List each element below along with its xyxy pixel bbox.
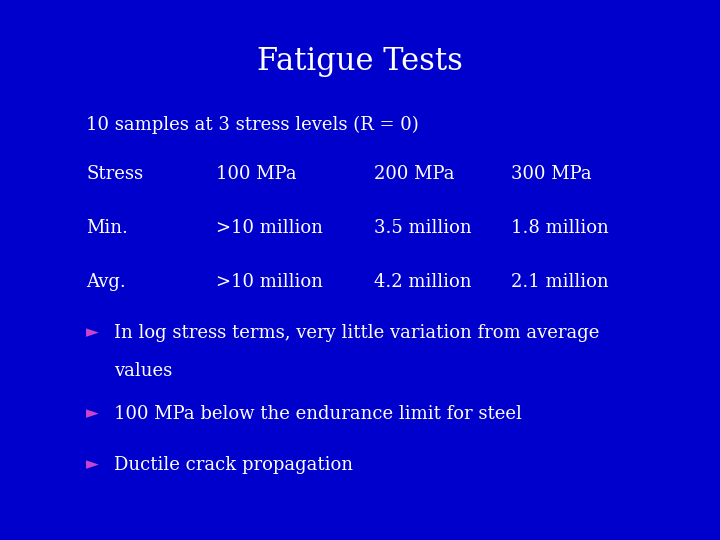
Text: 300 MPa: 300 MPa (511, 165, 592, 183)
Text: Stress: Stress (86, 165, 143, 183)
Text: ►: ► (86, 456, 99, 473)
Text: >10 million: >10 million (216, 273, 323, 291)
Text: Avg.: Avg. (86, 273, 126, 291)
Text: Min.: Min. (86, 219, 128, 237)
Text: 100 MPa: 100 MPa (216, 165, 297, 183)
Text: Fatigue Tests: Fatigue Tests (257, 46, 463, 77)
Text: ►: ► (86, 405, 99, 422)
Text: In log stress terms, very little variation from average: In log stress terms, very little variati… (114, 324, 599, 342)
Text: values: values (114, 362, 172, 380)
Text: 100 MPa below the endurance limit for steel: 100 MPa below the endurance limit for st… (114, 405, 521, 423)
Text: Ductile crack propagation: Ductile crack propagation (114, 456, 353, 474)
Text: 1.8 million: 1.8 million (511, 219, 609, 237)
Text: >10 million: >10 million (216, 219, 323, 237)
Text: 200 MPa: 200 MPa (374, 165, 455, 183)
Text: 3.5 million: 3.5 million (374, 219, 472, 237)
Text: ►: ► (86, 324, 99, 341)
Text: 4.2 million: 4.2 million (374, 273, 472, 291)
Text: 2.1 million: 2.1 million (511, 273, 609, 291)
Text: 10 samples at 3 stress levels (R = 0): 10 samples at 3 stress levels (R = 0) (86, 116, 419, 134)
